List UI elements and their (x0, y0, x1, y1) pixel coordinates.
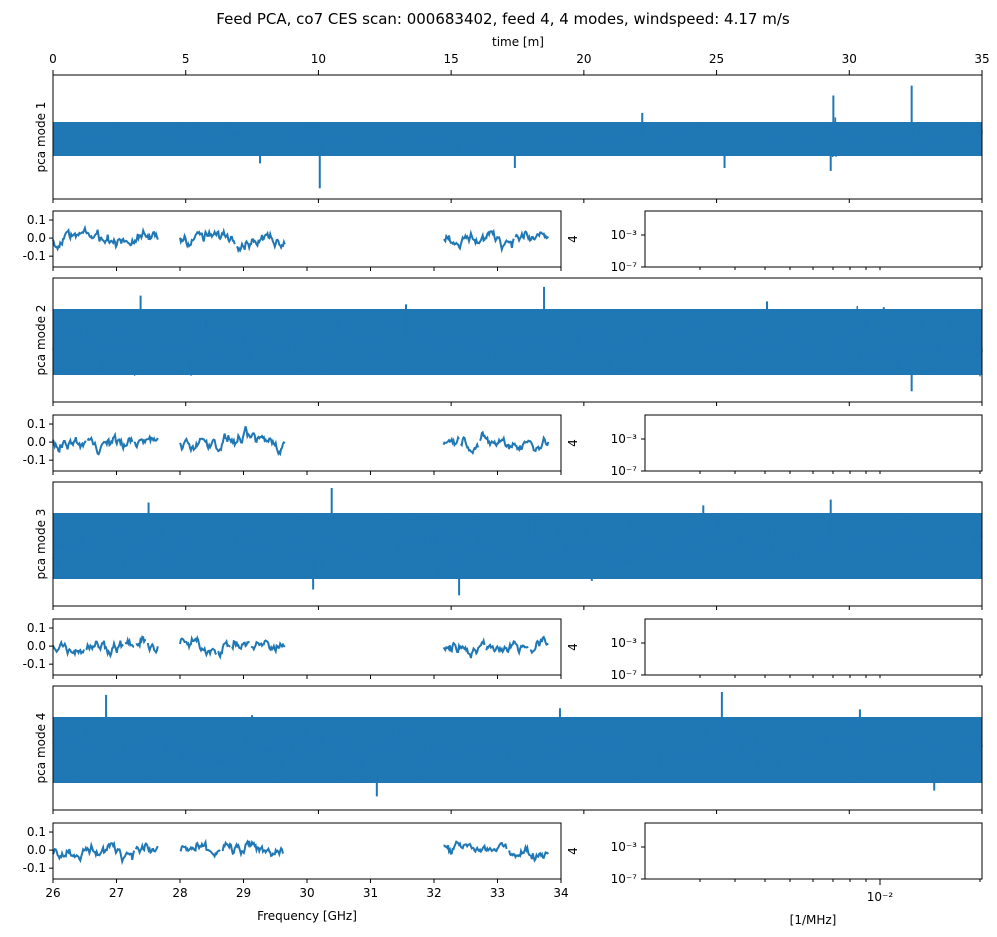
psd-panel-frame (644, 210, 983, 268)
spectrum-line (52, 224, 159, 252)
psd-ytick-label: 10⁻⁷ (611, 668, 638, 682)
freq-ytick-label: 0.1 (27, 825, 46, 839)
freq-ytick-label: -0.1 (23, 249, 46, 263)
psd-side-label: 4 (566, 643, 580, 651)
time-tick-label: 20 (576, 52, 591, 66)
freq-ytick-label: 0.0 (27, 843, 46, 857)
frequency-axis-label: Frequency [GHz] (257, 909, 357, 923)
psd-ytick-label: 10⁻³ (611, 636, 638, 650)
time-axis-label: time [m] (492, 35, 544, 49)
freq-panel-frame (52, 618, 562, 676)
freq-panel-frame (52, 822, 562, 880)
timestream-line (52, 305, 983, 377)
mode-ylabel: pca mode 1 (34, 102, 48, 173)
mode-ylabel: pca mode 3 (34, 509, 48, 580)
time-tick-label: 0 (49, 52, 57, 66)
psd-ytick-label: 10⁻⁷ (611, 464, 638, 478)
freq-ytick-label: 0.1 (27, 213, 46, 227)
psd-axis-label: [1/MHz] (790, 913, 837, 927)
freq-ytick-label: 0.0 (27, 639, 46, 653)
mode-2-group: pca mode 2 0.1 0.0 -0.1 4 10⁻³ 10⁻⁷ (23, 277, 983, 478)
spectrum-line (52, 635, 159, 659)
time-panel-frame (52, 277, 983, 403)
freq-tick-label: 27 (109, 886, 124, 900)
spectrum-line (179, 426, 286, 457)
spectrum-line (179, 634, 286, 660)
freq-tick-label: 28 (172, 886, 187, 900)
freq-ytick-label: 0.1 (27, 621, 46, 635)
spectrum-line (442, 635, 549, 659)
psd-side-label: 4 (566, 847, 580, 855)
mode-4-group: pca mode 4 0.1 0.0 -0.1 26 27 28 29 30 31 32 33 34 4 1… (23, 685, 983, 904)
freq-ytick-label: 0.0 (27, 435, 46, 449)
psd-panel-frame (644, 618, 983, 676)
freq-ytick-label: -0.1 (23, 453, 46, 467)
psd-ytick-label: 10⁻³ (611, 228, 638, 242)
time-tick-label: 15 (444, 52, 459, 66)
time-tick-label: 25 (709, 52, 724, 66)
mode-ylabel: pca mode 2 (34, 305, 48, 376)
spectrum-line (443, 840, 550, 863)
spectrum-line (179, 227, 286, 254)
freq-tick-label: 31 (363, 886, 378, 900)
freq-tick-label: 30 (299, 886, 314, 900)
timestream-line (52, 718, 983, 783)
psd-panel-frame (644, 414, 983, 472)
psd-ytick-label: 10⁻³ (611, 840, 638, 854)
freq-ytick-label: -0.1 (23, 657, 46, 671)
psd-side-label: 4 (566, 235, 580, 243)
spectrum-line (52, 840, 159, 866)
time-panel-frame (52, 685, 983, 811)
timestream-line (52, 117, 983, 158)
freq-ytick-label: 0.0 (27, 231, 46, 245)
time-panel-frame (52, 481, 983, 607)
spectrum-line (443, 228, 550, 254)
mode-1-group: pca mode 1 0.1 0.0 -0.1 4 10⁻³ 10⁻⁷ (23, 74, 983, 274)
mode-3-group: pca mode 3 0.1 0.0 -0.1 4 10⁻³ 10⁻⁷ (23, 481, 983, 682)
spectrum-line (52, 431, 159, 456)
psd-ytick-label: 10⁻⁷ (611, 260, 638, 274)
figure-title: Feed PCA, co7 CES scan: 000683402, feed … (216, 10, 790, 28)
time-tick-label: 5 (182, 52, 190, 66)
psd-ytick-label: 10⁻⁷ (611, 872, 638, 886)
time-tick-label: 10 (311, 52, 326, 66)
time-tick-label: 30 (842, 52, 857, 66)
mode-ylabel: pca mode 4 (34, 713, 48, 784)
freq-tick-label: 29 (236, 886, 251, 900)
freq-ytick-label: -0.1 (23, 861, 46, 875)
freq-tick-label: 34 (553, 886, 568, 900)
freq-tick-label: 32 (426, 886, 441, 900)
psd-panel-frame (644, 822, 983, 880)
freq-tick-label: 26 (45, 886, 60, 900)
timestream-line (52, 512, 983, 579)
time-panel-frame (52, 74, 983, 200)
spectrum-line (180, 841, 285, 856)
freq-ytick-label: 0.1 (27, 417, 46, 431)
psd-xtick-label: 10⁻² (867, 890, 894, 904)
spectrum-line (442, 430, 550, 456)
psd-side-label: 4 (566, 439, 580, 447)
psd-ytick-label: 10⁻³ (611, 432, 638, 446)
freq-tick-label: 33 (490, 886, 505, 900)
time-tick-label: 35 (974, 52, 989, 66)
freq-panel-frame (52, 414, 562, 472)
